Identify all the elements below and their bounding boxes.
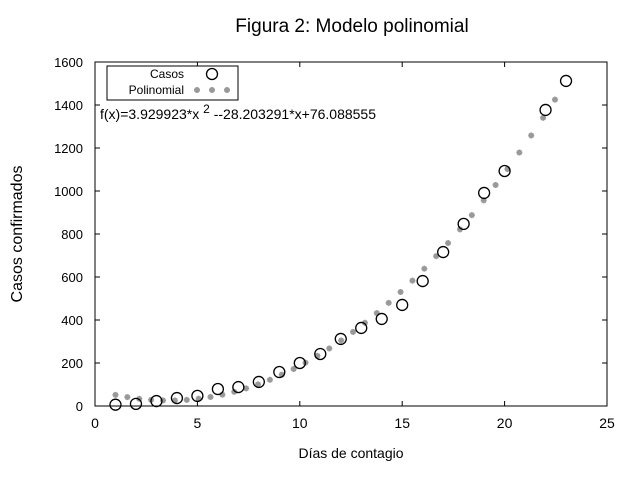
fit-point — [207, 393, 214, 400]
y-tick-label: 800 — [61, 227, 83, 242]
fit-point — [397, 289, 404, 296]
legend-marker-polinomial — [209, 87, 215, 93]
data-point — [559, 74, 573, 88]
legend: Casos Polinomial — [106, 65, 239, 101]
data-point — [109, 398, 122, 411]
fit-annotation-main: f(x)=3.929923*x — [100, 106, 203, 122]
fit-point — [266, 376, 273, 383]
fit-point — [551, 96, 558, 103]
x-tick-label: 5 — [194, 415, 202, 431]
fit-point — [385, 299, 392, 306]
fit-point — [492, 181, 499, 188]
fit-point — [468, 212, 475, 219]
y-axis-label: Casos confirmados — [9, 166, 26, 303]
data-point — [293, 356, 306, 370]
y-tick-label: 1200 — [54, 141, 83, 156]
fit-annotation-exponent: 2 — [203, 102, 210, 116]
fit-point — [124, 394, 131, 401]
fit-point — [350, 328, 357, 335]
data-point — [375, 312, 388, 326]
plot-frame — [94, 61, 608, 407]
y-tick-label: 0 — [76, 399, 83, 414]
x-tick-label: 15 — [394, 415, 410, 431]
legend-marker-casos — [205, 67, 219, 81]
fit-point — [112, 391, 119, 398]
data-point — [232, 380, 245, 394]
x-axis-label: Días de contagio — [298, 445, 403, 461]
y-tick-label: 200 — [61, 356, 83, 371]
legend-marker-polinomial — [194, 87, 200, 93]
fit-point — [373, 310, 380, 317]
data-point — [273, 365, 286, 379]
fit-point — [255, 381, 262, 388]
fit-point — [171, 397, 178, 404]
fit-point — [326, 345, 333, 352]
data-point — [314, 347, 327, 361]
data-point — [539, 103, 552, 117]
data-point — [498, 164, 511, 178]
y-tick-label: 400 — [61, 313, 83, 328]
fit-point — [445, 240, 452, 247]
data-point — [170, 391, 184, 405]
x-tick-label: 0 — [91, 415, 99, 431]
data-point — [129, 397, 143, 411]
fit-annotation-rest: --28.203291*x+76.088555 — [210, 106, 376, 122]
fit-point — [409, 277, 416, 284]
fit-point — [183, 396, 190, 403]
data-point — [355, 321, 368, 335]
legend-marker-polinomial — [224, 87, 230, 93]
y-tick-label: 1400 — [54, 98, 83, 113]
fit-point — [516, 149, 523, 156]
legend-label-polinomial: Polinomial — [129, 83, 184, 97]
legend-box — [106, 65, 239, 101]
data-point — [211, 382, 225, 396]
data-point — [396, 298, 409, 312]
data-point — [252, 375, 265, 389]
y-tick-label: 1600 — [54, 55, 83, 70]
data-point — [191, 389, 204, 403]
fit-point — [433, 253, 440, 260]
y-tick-label: 600 — [61, 270, 83, 285]
x-tick-label: 20 — [497, 415, 513, 431]
chart-title: Figura 2: Modelo polinomial — [235, 16, 468, 37]
y-tick-label: 1000 — [54, 184, 83, 199]
fit-point — [290, 365, 297, 372]
data-point — [457, 217, 470, 231]
fit-point — [540, 114, 547, 121]
legend-label-casos: Casos — [150, 67, 184, 81]
fit-point — [338, 337, 345, 344]
data-point — [334, 332, 347, 346]
data-point — [150, 394, 163, 408]
fit-annotation: f(x)=3.929923*x 2 --28.203291*x+76.08855… — [100, 102, 376, 122]
fit-point — [528, 132, 535, 139]
x-tick-label: 10 — [292, 415, 308, 431]
x-tick-label: 25 — [599, 415, 615, 431]
data-point — [477, 186, 491, 200]
fit-point — [421, 265, 428, 272]
data-point — [416, 274, 429, 288]
data-point — [437, 245, 450, 259]
